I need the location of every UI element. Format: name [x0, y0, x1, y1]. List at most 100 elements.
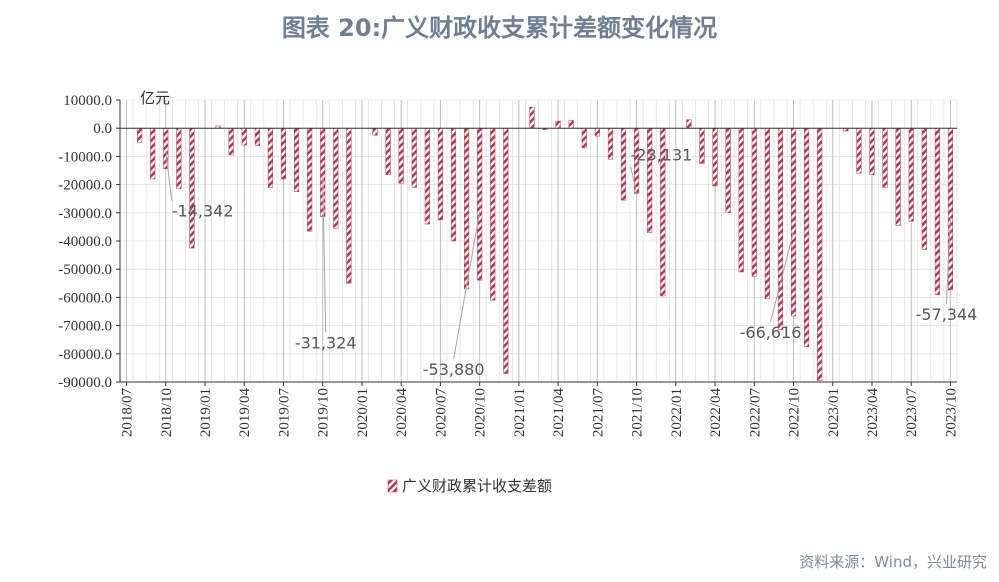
y-tick-label: -20000.0: [58, 178, 112, 194]
bar-2021-09: [620, 127, 627, 201]
legend-label: 广义财政累计收支差额: [402, 477, 552, 495]
annotation-leader: [165, 150, 173, 201]
x-tick-label: 2021/04: [551, 388, 567, 438]
x-tick-label: 2020/07: [433, 388, 449, 438]
bar-2021-04: [555, 120, 561, 129]
bar-2023-08: [921, 127, 927, 250]
bar-2023-07: [908, 127, 914, 222]
y-tick-label: -60000.0: [58, 290, 112, 306]
bar-2021-08: [607, 127, 613, 160]
bar-2023-03: [856, 127, 862, 174]
bar-2019-10: [320, 127, 326, 217]
annotation-leader: [630, 166, 638, 194]
bar-2023-04: [869, 127, 875, 175]
x-tick-label: 2019/07: [276, 388, 292, 438]
legend-swatch: [387, 479, 398, 493]
bar-2018-09: [150, 127, 156, 180]
x-tick-label: 2020/01: [355, 388, 371, 437]
bar-2018-11: [176, 127, 182, 190]
bar-2022-05: [725, 127, 731, 214]
bar-2021-07: [594, 127, 600, 137]
annotation-label: -14,342: [172, 202, 234, 221]
x-tick-label: 2023/01: [826, 388, 842, 437]
bar-2022-04: [712, 127, 718, 187]
bar-2019-09: [307, 127, 313, 232]
y-tick-label: -70000.0: [58, 319, 112, 335]
x-tick-label: 2022/07: [747, 388, 763, 438]
annotation-leader: [453, 211, 481, 360]
y-tick-label: -40000.0: [58, 234, 112, 250]
bar-2020-06: [424, 127, 430, 225]
bar-2020-05: [411, 127, 417, 188]
bar-2022-08: [764, 127, 770, 300]
bar-2022-11: [804, 127, 810, 347]
x-tick-label: 2019/01: [198, 388, 214, 437]
y-tick-label: 10000.0: [63, 93, 112, 109]
bar-2020-11: [490, 127, 496, 301]
y-tick-label: -30000.0: [58, 206, 112, 222]
bar-2022-03: [699, 127, 705, 164]
bar-2022-12: [817, 127, 823, 381]
bar-2020-03: [385, 127, 391, 175]
bar-2021-05: [568, 120, 574, 129]
annotation-leader: [322, 176, 327, 333]
annotation-label: -53,880: [423, 360, 485, 379]
bar-2018-08: [137, 127, 143, 143]
x-tick-label: 2023/04: [865, 388, 881, 438]
x-tick-label: 2021/10: [630, 388, 646, 437]
x-tick-label: 2022/04: [708, 388, 724, 438]
bar-2020-10: [477, 127, 483, 281]
x-tick-label: 2021/07: [590, 388, 606, 438]
bar-2023-06: [895, 127, 901, 226]
x-tick-label: 2022/01: [669, 388, 685, 437]
grid-layer: [119, 99, 958, 383]
x-tick-label: 2019/10: [316, 388, 332, 437]
source-note: 资料来源：Wind，兴业研究: [799, 553, 987, 571]
x-tick-label: 2019/04: [237, 388, 253, 438]
bar-2022-07: [751, 127, 757, 277]
bar-2021-06: [581, 127, 587, 149]
y-tick-label: -50000.0: [58, 262, 112, 278]
bar-2019-05: [254, 127, 260, 146]
bar-2019-11: [333, 127, 339, 229]
axis-layer: 10000.0 0.0 -10000.0 -20000.0 -30000.0 -40000…: [58, 93, 959, 437]
annotation-label: -23,131: [631, 145, 693, 164]
bar-2022-06: [738, 127, 744, 273]
bar-2023-05: [882, 127, 888, 188]
x-tick-label: 2018/07: [120, 388, 136, 438]
annotation-label: -66,616: [740, 323, 802, 342]
annotation-label: -31,324: [295, 334, 357, 353]
bar-2019-08: [294, 127, 300, 192]
bar-2020-04: [398, 127, 404, 184]
y-tick-label: -90000.0: [58, 375, 112, 391]
bar-2019-07: [280, 127, 287, 180]
bar-2022-09: [777, 127, 783, 331]
bar-2018-12: [189, 127, 195, 249]
legend: 广义财政累计收支差额: [387, 477, 552, 495]
x-tick-label: 2020/10: [473, 388, 489, 437]
bar-2020-07: [437, 127, 443, 221]
bar-2023-09: [934, 127, 940, 295]
bar-2019-06: [267, 127, 273, 188]
bar-2020-02: [372, 127, 378, 136]
x-tick-label: 2018/10: [159, 388, 175, 437]
bar-2020-12: [503, 127, 509, 374]
annotation-leader: [945, 217, 951, 304]
annotation-leader: [770, 231, 795, 323]
annotation-label: -57,344: [916, 305, 978, 324]
bar-2021-02: [529, 106, 535, 129]
bar-2019-03: [228, 127, 234, 156]
bar-2021-11: [647, 127, 653, 233]
chart-title: 图表 20:广义财政收支累计差额变化情况: [281, 14, 718, 42]
bar-layer: [137, 106, 954, 381]
annotation-layer: -14,342 -31,324 -53,880 -23,131 -66,616 -57,3…: [165, 145, 978, 379]
x-tick-label: 2023/10: [943, 388, 959, 437]
bar-2023-10: [947, 127, 954, 291]
bar-2020-08: [450, 127, 457, 242]
bar-2019-12: [346, 127, 352, 284]
y-tick-label: 0.0: [93, 121, 112, 137]
x-tick-label: 2023/07: [904, 388, 920, 438]
y-axis-unit: 亿元: [140, 89, 170, 107]
x-tick-label: 2022/10: [787, 388, 803, 437]
